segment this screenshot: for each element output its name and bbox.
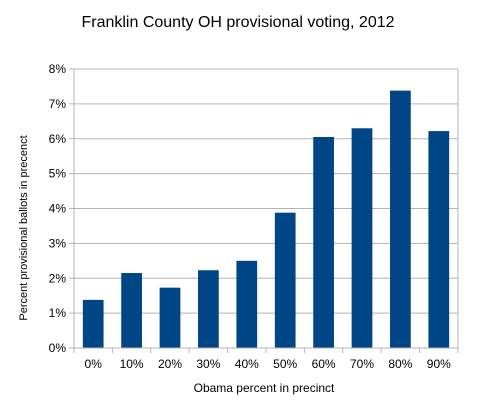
x-tick-label: 20%	[158, 357, 182, 371]
bar	[121, 273, 142, 348]
bar	[198, 270, 219, 348]
y-tick-label: 2%	[49, 271, 67, 285]
x-tick-label: 30%	[196, 357, 220, 371]
x-tick-label: 10%	[120, 357, 144, 371]
x-axis-label: Obama percent in precinct	[194, 381, 335, 395]
y-tick-labels: 0% 1% 2% 3% 4% 5% 6% 7% 8%	[49, 62, 67, 355]
x-tick-label: 70%	[350, 357, 374, 371]
bar	[390, 90, 411, 348]
y-tick-label: 1%	[49, 306, 67, 320]
x-tick-label: 90%	[427, 357, 451, 371]
y-axis-label: Percent provisional ballots in precenct	[18, 135, 30, 320]
bar	[159, 287, 181, 348]
x-tick-label: 40%	[235, 357, 259, 371]
bar	[313, 137, 334, 348]
y-tick-label: 3%	[49, 236, 67, 250]
x-tick-label: 50%	[273, 357, 297, 371]
axes	[69, 68, 459, 353]
x-tick-label: 0%	[85, 357, 103, 371]
bar	[236, 260, 258, 348]
y-tick-label: 6%	[49, 132, 67, 146]
bar	[351, 128, 373, 348]
chart-title: Franklin County OH provisional voting, 2…	[81, 14, 394, 31]
y-tick-label: 5%	[49, 167, 67, 181]
y-tick-label: 0%	[49, 341, 67, 355]
bar	[274, 212, 296, 348]
y-tick-label: 7%	[49, 97, 67, 111]
x-tick-labels: 0% 10% 20% 30% 40% 50% 60% 70% 80% 90%	[85, 357, 452, 371]
x-tick-label: 80%	[388, 357, 412, 371]
bar	[428, 131, 450, 348]
bar	[82, 299, 104, 348]
y-tick-label: 4%	[49, 202, 67, 216]
x-tick-label: 60%	[312, 357, 336, 371]
bars	[82, 90, 450, 348]
y-tick-label: 8%	[49, 62, 67, 76]
